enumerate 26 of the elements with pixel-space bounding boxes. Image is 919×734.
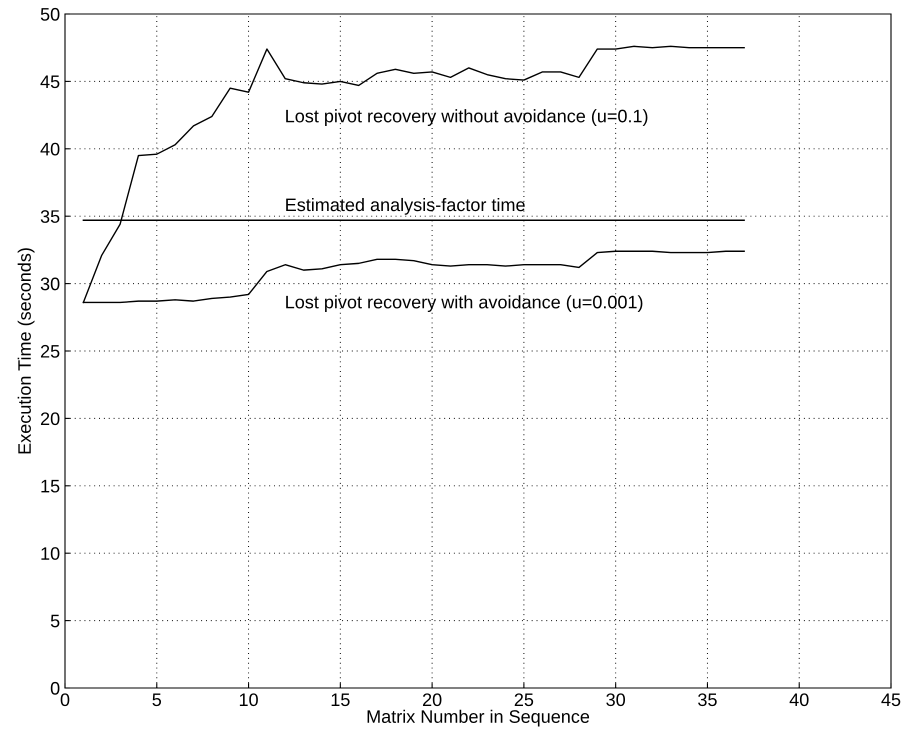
y-tick-label: 0 [50,682,60,695]
x-tick-label: 30 [606,693,626,706]
x-tick-label: 40 [790,693,809,706]
series-label: Lost pivot recovery with avoidance (u=0.001) [286,295,642,312]
x-tick-label: 35 [698,693,717,706]
y-tick-label: 40 [40,142,60,156]
x-tick-label: 10 [240,693,258,706]
y-tick-label: 45 [40,76,60,88]
x-tick-label: 45 [881,694,900,706]
series-label: Lost pivot recovery without avoidance (u=0.1) [286,109,648,126]
y-axis-title: Execution Time (seconds) [18,248,34,454]
x-tick-label: 20 [422,693,442,706]
y-tick-label: 5 [50,614,60,628]
x-axis-title: Matrix Number in Sequence [368,710,590,727]
x-tick-label: 15 [332,694,350,706]
x-tick-label: 25 [514,693,534,706]
y-tick-label: 30 [40,278,60,290]
x-tick-label: 5 [152,694,162,706]
y-tick-label: 10 [41,547,60,560]
y-tick-label: 15 [41,480,60,493]
x-tick-label: 0 [60,693,70,706]
series-label: Estimated analysis-factor time [286,198,525,215]
y-tick-label: 50 [40,8,60,21]
y-tick-label: 25 [40,344,60,358]
y-tick-label: 35 [40,210,60,223]
y-tick-label: 20 [40,412,60,426]
